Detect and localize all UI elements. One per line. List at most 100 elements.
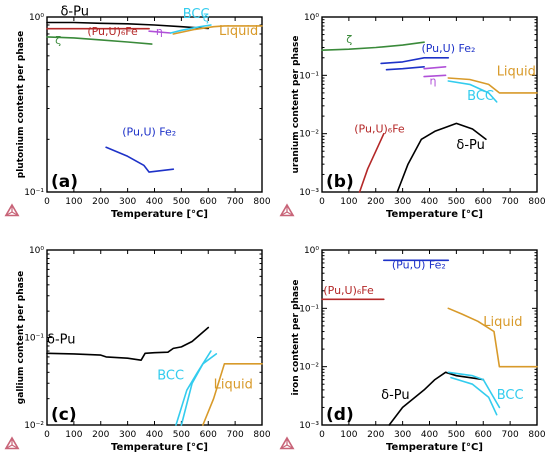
panel-label: (a) [51, 172, 78, 192]
x-tick-label: 600 [200, 430, 217, 440]
phase-label: (Pu,U)₆Fe [87, 25, 138, 38]
x-tick-label: 500 [448, 197, 465, 207]
x-tick-label: 700 [502, 430, 519, 440]
y-tick-label: 10⁰ [29, 246, 44, 256]
phase-label: δ-Pu [60, 4, 89, 19]
logo-spoke [5, 211, 13, 217]
x-tick-label: 500 [173, 430, 190, 440]
series-line-pu-u-6fe [358, 132, 385, 193]
logo-spoke [11, 211, 19, 217]
x-tick-label: 700 [227, 197, 244, 207]
series-line-bcc [447, 371, 501, 409]
phase-label: δ-Pu [456, 138, 485, 153]
y-tick-label: 10⁻¹ [299, 304, 319, 314]
y-axis-label: iron content per phase [291, 280, 301, 396]
y-tick-label: 10⁻³ [299, 188, 319, 198]
x-tick-label: 100 [340, 430, 357, 440]
phase-label: δ-Pu [47, 333, 76, 348]
phase-label: BCC [467, 89, 494, 104]
thermo-calc-triangle-icon [4, 203, 20, 217]
logo-spoke [280, 444, 288, 450]
x-tick-label: 700 [227, 430, 244, 440]
x-tick-label: 500 [173, 197, 190, 207]
chart-panel-3: 0 100 200 300 400 500 600 700 800 10⁰ 10⁻¹ 10⁻² Temp… [4, 246, 271, 453]
series-line-eta [148, 30, 172, 34]
thermo-calc-triangle-icon [4, 436, 20, 450]
phase-label: Liquid [483, 315, 522, 330]
phase-label: (Pu,U)₆Fe [323, 284, 374, 297]
x-tick-label: 200 [367, 430, 384, 440]
phase-label: (Pu,U)₆Fe [354, 122, 405, 135]
x-tick-label: 600 [475, 197, 492, 207]
series-line-pu-u-fe2 [105, 146, 175, 173]
series-line-pu-u-fe2 [385, 66, 425, 71]
y-tick-label: 10⁰ [304, 246, 319, 256]
series-line-bcc [447, 80, 498, 103]
phase-label: δ-Pu [381, 388, 410, 403]
series-line-liquid [447, 307, 538, 368]
thermo-calc-triangle-icon [279, 436, 295, 450]
phase-label: (Pu,U) Fe₂ [392, 259, 446, 272]
logo-triangle [279, 436, 295, 450]
x-tick-label: 800 [528, 430, 545, 440]
phase-label: BCC [497, 388, 524, 403]
y-tick-label: 10⁻¹ [24, 334, 44, 344]
logo-triangle [4, 436, 20, 450]
x-tick-label: 600 [475, 430, 492, 440]
y-tick-label: 10⁻² [299, 130, 319, 140]
logo-spoke [5, 444, 13, 450]
logo-spoke [286, 444, 294, 450]
x-tick-label: 800 [253, 197, 270, 207]
x-tick-label: 0 [319, 430, 325, 440]
series-line-delta-pu [396, 122, 487, 193]
y-axis-label: gallium content per phase [16, 271, 26, 404]
series-line-liquid [447, 77, 538, 94]
x-tick-label: 300 [119, 197, 136, 207]
phase-label: Liquid [219, 24, 258, 39]
series-line-delta-pu [388, 371, 485, 426]
phase-label: (Pu,U) Fe₂ [421, 42, 475, 55]
x-tick-label: 200 [367, 197, 384, 207]
phase-label: ζ [346, 33, 352, 46]
x-tick-label: 300 [394, 430, 411, 440]
x-tick-label: 200 [92, 197, 109, 207]
x-tick-label: 400 [421, 197, 438, 207]
series-line-delta-pu [46, 326, 210, 361]
phase-label: Liquid [497, 64, 536, 79]
x-axis-label: Temperature [°C] [386, 442, 483, 453]
phase-label: Liquid [214, 378, 253, 393]
y-axis-label: plutonium content per phase [16, 31, 26, 179]
x-tick-label: 700 [502, 197, 519, 207]
phase-label: BCC [157, 369, 184, 384]
series-line-bcc [175, 350, 212, 426]
y-tick-label: 10⁻² [299, 363, 319, 373]
y-tick-label: 10⁻³ [299, 421, 319, 431]
x-tick-label: 100 [340, 197, 357, 207]
y-tick-label: 10⁻¹ [24, 188, 44, 198]
series-line-liquid [172, 25, 263, 35]
series-line-liquid [202, 363, 263, 426]
series-line-bcc [450, 376, 498, 416]
plot-frame [46, 249, 263, 426]
series-line-pu-u-fe2 [380, 57, 450, 65]
x-tick-label: 0 [319, 197, 325, 207]
chart-panel-4: 0 100 200 300 400 500 600 700 800 10⁰ 10⁻¹ 10⁻² 10⁻³… [279, 246, 546, 453]
chart-panel-2: 0 100 200 300 400 500 600 700 800 10⁰ 10⁻¹ 10⁻² 10⁻³… [279, 13, 546, 220]
x-axis-label: Temperature [°C] [111, 209, 208, 220]
y-axis-label: uranium content per phase [291, 35, 301, 173]
x-axis-label: Temperature [°C] [111, 442, 208, 453]
series-line-delta-pu [46, 21, 210, 30]
x-tick-label: 400 [146, 430, 163, 440]
panel-label: (d) [326, 405, 354, 425]
y-tick-label: 10⁰ [29, 13, 44, 23]
series-line-bcc [180, 353, 218, 426]
x-tick-label: 100 [65, 430, 82, 440]
logo-triangle [279, 203, 295, 217]
chart-panel-1: 0 100 200 300 400 500 600 700 800 10⁰ 10⁻¹ Temperat… [4, 4, 271, 220]
y-tick-label: 10⁻¹ [299, 71, 319, 81]
x-tick-label: 0 [44, 430, 50, 440]
y-tick-label: 10⁻² [24, 421, 44, 431]
phase-label: η [430, 74, 437, 87]
series-line-eta [423, 66, 447, 70]
